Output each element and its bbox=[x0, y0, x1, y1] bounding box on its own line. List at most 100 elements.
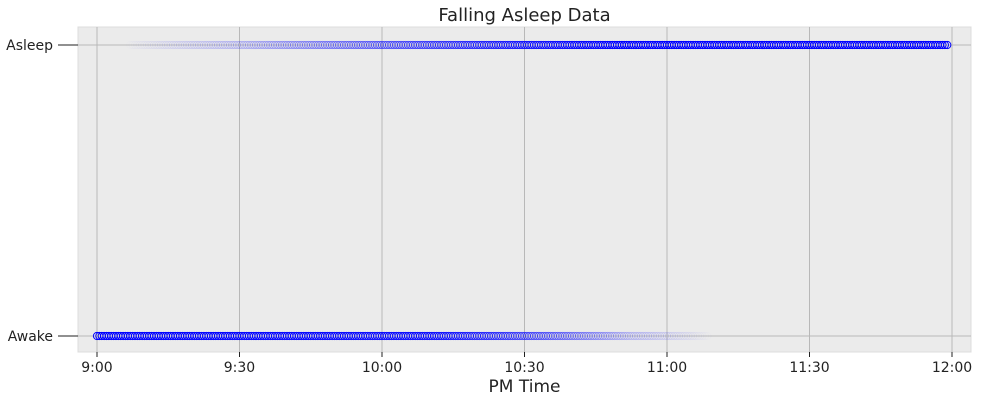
data-point bbox=[558, 331, 567, 341]
data-point bbox=[183, 40, 192, 50]
data-point bbox=[356, 40, 365, 50]
data-point bbox=[335, 40, 344, 50]
data-point bbox=[280, 40, 289, 50]
data-point bbox=[589, 331, 598, 341]
x-axis: 9:00 9:30 10:00 10:30 11:00 11:30 12:00 bbox=[81, 352, 972, 376]
data-point bbox=[330, 40, 339, 50]
data-point bbox=[382, 40, 391, 50]
data-point bbox=[306, 40, 315, 50]
data-point bbox=[309, 40, 318, 50]
data-point bbox=[943, 40, 952, 50]
data-point bbox=[548, 331, 558, 341]
data-point bbox=[240, 40, 249, 50]
chart-title: Falling Asleep Data bbox=[438, 5, 610, 26]
data-point bbox=[351, 40, 360, 50]
data-point bbox=[572, 331, 581, 341]
data-point bbox=[254, 40, 263, 50]
x-tick-label: 12:00 bbox=[932, 360, 972, 376]
data-point bbox=[149, 40, 159, 50]
data-point bbox=[527, 331, 536, 341]
data-point bbox=[206, 40, 216, 50]
x-tick-label: 9:30 bbox=[224, 360, 255, 376]
x-tick-label: 9:00 bbox=[81, 360, 112, 376]
data-point bbox=[601, 331, 610, 341]
data-point bbox=[266, 40, 275, 50]
data-point bbox=[252, 40, 261, 50]
data-point bbox=[361, 40, 370, 50]
x-tick-label: 10:30 bbox=[504, 360, 544, 376]
data-point bbox=[646, 331, 655, 341]
data-point bbox=[586, 331, 596, 341]
data-point bbox=[667, 331, 676, 341]
data-point bbox=[632, 331, 641, 341]
data-points bbox=[92, 40, 952, 341]
data-point bbox=[301, 40, 311, 50]
data-point bbox=[634, 331, 643, 341]
data-point bbox=[560, 331, 569, 341]
data-point bbox=[938, 40, 947, 50]
data-point bbox=[242, 40, 251, 50]
data-point bbox=[653, 331, 662, 341]
data-point bbox=[354, 40, 363, 50]
data-point bbox=[660, 331, 669, 341]
data-point bbox=[171, 40, 180, 50]
y-tick-label: Awake bbox=[8, 329, 53, 345]
data-point bbox=[541, 331, 550, 341]
data-point bbox=[385, 40, 394, 50]
data-point bbox=[313, 40, 322, 50]
data-point bbox=[176, 40, 185, 50]
data-point bbox=[648, 331, 657, 341]
data-point bbox=[292, 40, 301, 50]
data-point bbox=[304, 40, 313, 50]
data-point bbox=[237, 40, 246, 50]
data-point bbox=[211, 40, 220, 50]
data-point bbox=[620, 331, 629, 341]
data-point bbox=[643, 331, 653, 341]
data-point bbox=[617, 331, 626, 341]
data-point bbox=[161, 40, 170, 50]
data-point bbox=[584, 331, 593, 341]
x-tick-label: 11:30 bbox=[789, 360, 829, 376]
data-point bbox=[684, 331, 693, 341]
data-point bbox=[256, 40, 265, 50]
data-point bbox=[332, 40, 341, 50]
data-point bbox=[622, 331, 631, 341]
data-point bbox=[166, 40, 175, 50]
data-point bbox=[553, 331, 562, 341]
x-tick-label: 10:00 bbox=[362, 360, 402, 376]
data-point bbox=[294, 40, 303, 50]
data-point bbox=[192, 40, 201, 50]
data-point bbox=[299, 40, 308, 50]
data-point bbox=[344, 40, 353, 50]
data-point bbox=[173, 40, 182, 50]
data-point bbox=[627, 331, 636, 341]
data-point bbox=[233, 40, 242, 50]
data-point bbox=[377, 40, 387, 50]
data-point bbox=[551, 331, 560, 341]
data-point bbox=[546, 331, 555, 341]
data-point bbox=[290, 40, 299, 50]
data-point bbox=[218, 40, 227, 50]
data-point bbox=[596, 331, 605, 341]
data-point bbox=[187, 40, 197, 50]
data-point bbox=[337, 40, 346, 50]
data-point bbox=[577, 331, 586, 341]
data-point bbox=[537, 331, 546, 341]
data-point bbox=[665, 331, 674, 341]
data-point bbox=[216, 40, 225, 50]
data-point bbox=[223, 40, 232, 50]
data-point bbox=[204, 40, 213, 50]
data-point bbox=[164, 40, 173, 50]
data-point bbox=[672, 331, 681, 341]
data-point bbox=[285, 40, 294, 50]
data-point bbox=[651, 331, 660, 341]
x-axis-label: PM Time bbox=[489, 377, 561, 397]
data-point bbox=[318, 40, 327, 50]
data-point bbox=[202, 40, 211, 50]
data-point bbox=[273, 40, 282, 50]
data-point bbox=[259, 40, 268, 50]
data-point bbox=[662, 331, 672, 341]
y-tick-label: Asleep bbox=[6, 38, 53, 54]
